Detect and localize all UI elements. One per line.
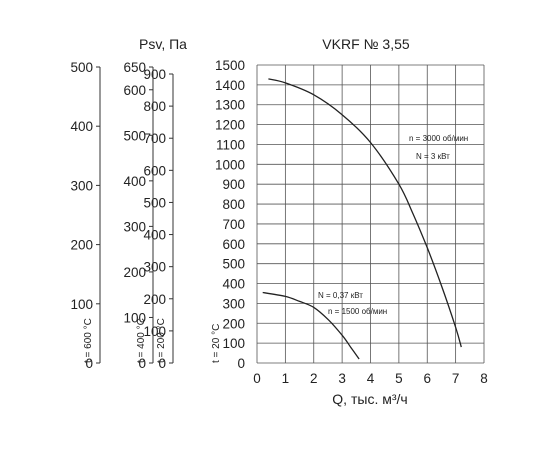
curve-annotation: n = 3000 об/мин <box>409 134 468 143</box>
y-tick-label: 100 <box>222 336 245 351</box>
temperature-scale-tick-label: 100 <box>123 310 146 325</box>
performance-curve <box>262 291 360 360</box>
temperature-scale-tick-label: 0 <box>138 356 146 371</box>
y-tick-label: 1500 <box>215 58 245 73</box>
y-tick-label: 200 <box>222 316 245 331</box>
y-tick-label: 300 <box>222 296 245 311</box>
x-tick-label: 1 <box>282 371 290 386</box>
temperature-scale-tick-label: 300 <box>143 260 166 275</box>
temperature-scale-tick-label: 600 <box>143 163 166 178</box>
y-tick-label: 1000 <box>215 157 245 172</box>
grid <box>256 64 485 364</box>
y-tick-label: 900 <box>222 177 245 192</box>
temperature-scale-tick-label: 500 <box>143 195 166 210</box>
x-tick-labels: 0 1 2 3 4 5 6 7 8 <box>253 371 488 386</box>
temperature-scale-tick-label: 800 <box>143 99 166 114</box>
y-tick-label: 500 <box>222 257 245 272</box>
performance-curves <box>262 78 462 360</box>
curve-annotations: n = 3000 об/мин N = 3 кВт N = 0,37 кВт n = … <box>318 134 468 316</box>
temperature-scale-tick-label: 400 <box>123 174 146 189</box>
curve-annotation: N = 0,37 кВт <box>318 291 363 300</box>
temperature-scale-tick-label: 650 <box>123 60 146 75</box>
y-tick-label: 1300 <box>215 98 245 113</box>
x-tick-label: 5 <box>395 371 403 386</box>
temperature-scale-tick-label: 700 <box>143 131 166 146</box>
temperature-scale-tick-label: 100 <box>143 324 166 339</box>
y-tick-label: 400 <box>222 277 245 292</box>
temperature-scale-label: t = 400 °C <box>136 318 147 363</box>
temperature-scale-tick-label: 0 <box>158 356 166 371</box>
x-tick-label: 8 <box>480 371 488 386</box>
x-axis-label: Q, тыс. м³/ч <box>332 391 407 407</box>
temperature-scale-tick-label: 100 <box>70 297 93 312</box>
chart-title: VKRF № 3,55 <box>322 36 410 52</box>
temperature-scale-tick-label: 200 <box>70 238 93 253</box>
x-tick-label: 0 <box>253 371 261 386</box>
temperature-scale-tick-label: 400 <box>70 119 93 134</box>
x-tick-label: 7 <box>452 371 460 386</box>
y-tick-labels: 0 100 200 300 400 500 600 700 800 900 1000 1100 1200… <box>215 58 245 371</box>
y-tick-label: 700 <box>222 217 245 232</box>
y-tick-label: 1200 <box>215 118 245 133</box>
y-tick-label: 1400 <box>215 78 245 93</box>
temperature-scale-label: t = 200 °C <box>156 318 167 363</box>
temperature-scale-tick-label: 500 <box>70 60 93 75</box>
temperature-scale-tick-label: 400 <box>143 228 166 243</box>
curve-annotation: N = 3 кВт <box>416 152 450 161</box>
temperature-scale-tick-label: 300 <box>70 178 93 193</box>
x-tick-label: 2 <box>310 371 318 386</box>
temperature-scale-tick-label: 900 <box>143 67 166 82</box>
y-tick-label: 1100 <box>216 137 245 152</box>
x-tick-label: 6 <box>423 371 431 386</box>
temperature-scale-tick-label: 200 <box>123 265 146 280</box>
y-tick-label: 0 <box>237 356 245 371</box>
temperature-scale-label: t = 600 °C <box>83 318 94 363</box>
x-tick-label: 4 <box>367 371 375 386</box>
temperature-scale-tick-label: 300 <box>123 219 146 234</box>
curve-annotation: n = 1500 об/мин <box>328 307 387 316</box>
performance-curve <box>268 78 462 348</box>
temperature-scale-tick-label: 600 <box>123 83 146 98</box>
y-tick-label: 600 <box>222 237 245 252</box>
temperature-scale-tick-label: 0 <box>85 356 93 371</box>
y-axis-label: Psv, Па <box>139 36 187 52</box>
temperature-scale-tick-label: 500 <box>123 128 146 143</box>
temperature-scale-label: t = 20 °C <box>211 324 222 363</box>
x-tick-label: 3 <box>338 371 346 386</box>
temperature-scale-tick-label: 200 <box>143 292 166 307</box>
y-tick-label: 800 <box>222 197 245 212</box>
